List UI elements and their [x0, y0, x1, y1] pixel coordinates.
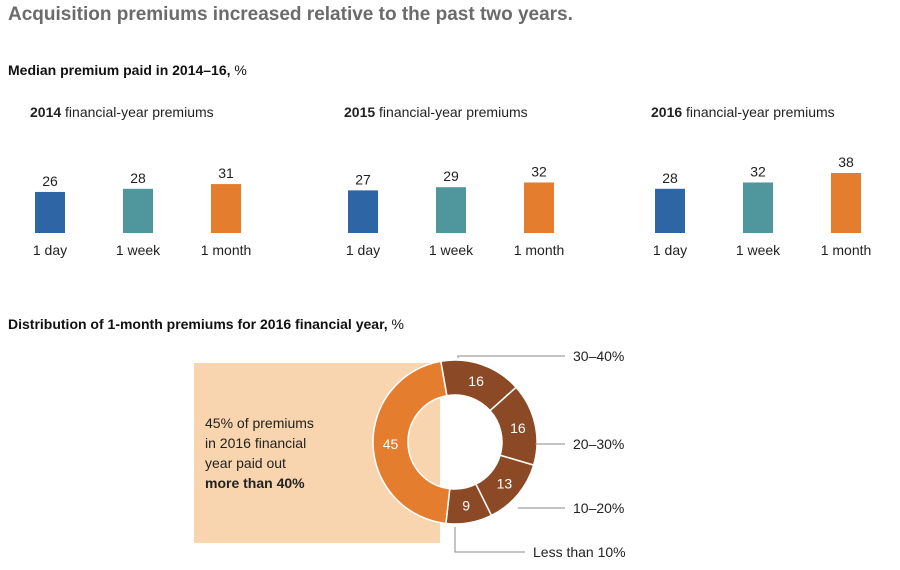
bar-category-label: 1 month	[821, 242, 872, 258]
group-year-2014: 2014	[30, 104, 62, 120]
bar-2016-day	[655, 188, 685, 233]
bar-2014-week	[123, 188, 153, 233]
bar-category-label: 1 week	[116, 242, 161, 258]
pie-section-unit: %	[387, 316, 404, 332]
bar-value-label: 38	[838, 154, 854, 170]
group-year-2016: 2016	[651, 104, 683, 120]
group-year-2015: 2015	[344, 104, 376, 120]
bar-value-label: 29	[443, 168, 459, 184]
bar-value-label: 32	[531, 163, 547, 179]
slice-value-label: 13	[497, 475, 513, 491]
group-title-2014: 2014 financial-year premiums	[30, 104, 214, 120]
bar-section-unit: %	[230, 62, 247, 78]
slice-value-label: 45	[383, 436, 399, 452]
slice-value-label: 16	[510, 420, 526, 436]
bar-category-label: 1 day	[33, 242, 67, 258]
callout-line-2: in 2016 financial	[205, 435, 307, 451]
slice-value-label: 16	[468, 373, 484, 389]
group-title-2015: 2015 financial-year premiums	[344, 104, 528, 120]
pie-section-title-text: Distribution of 1-month premiums for 201…	[8, 316, 388, 332]
bar-category-label: 1 week	[736, 242, 781, 258]
callout-line-1: 45% of premiums	[205, 415, 314, 431]
bar-category-label: 1 month	[201, 242, 252, 258]
group-title-rest-2015: financial-year premiums	[375, 104, 528, 120]
callout-bold: more than 40%	[205, 475, 305, 491]
bar-2014-month	[211, 184, 241, 233]
bar-value-label: 31	[218, 165, 234, 181]
group-title-2016: 2016 financial-year premiums	[651, 104, 835, 120]
chart-title: Acquisition premiums increased relative …	[8, 4, 573, 25]
bar-2015-day	[348, 190, 378, 233]
leader-line	[457, 355, 565, 358]
bar-2016-week	[743, 182, 773, 233]
bar-category-label: 1 day	[346, 242, 380, 258]
slice-category-label: 30–40%	[573, 348, 624, 364]
slice-over-40	[372, 360, 451, 525]
slice-category-label: 10–20%	[573, 500, 624, 516]
bar-value-label: 27	[355, 171, 371, 187]
slice-value-label: 9	[462, 498, 470, 514]
slice-category-label: 20–30%	[573, 436, 624, 452]
group-title-rest-2016: financial-year premiums	[682, 104, 835, 120]
bar-2016-month	[831, 173, 861, 233]
bar-category-label: 1 week	[429, 242, 474, 258]
bar-2015-week	[436, 187, 466, 233]
leader-line	[454, 527, 525, 553]
pie-section-title: Distribution of 1-month premiums for 201…	[8, 316, 404, 332]
bar-value-label: 28	[662, 170, 678, 186]
callout-line-3: year paid out	[205, 455, 286, 471]
bar-category-label: 1 month	[514, 242, 565, 258]
group-title-rest-2014: financial-year premiums	[61, 104, 214, 120]
bar-charts: 26 1 day 28 1 week 31 1 month 27 1 day 29 1 week 3…	[33, 154, 872, 258]
bar-category-label: 1 day	[653, 242, 687, 258]
bar-section-title-text: Median premium paid in 2014–16,	[8, 62, 231, 78]
bar-value-label: 28	[130, 170, 146, 186]
bar-2014-day	[35, 191, 65, 233]
bar-value-label: 32	[750, 163, 766, 179]
slice-category-label: Less than 10%	[533, 544, 626, 560]
bar-section-title: Median premium paid in 2014–16, %	[8, 62, 247, 78]
bar-value-label: 26	[42, 173, 58, 189]
callout-text: 45% of premiums in 2016 financial year p…	[205, 413, 345, 493]
bar-2015-month	[524, 182, 554, 233]
